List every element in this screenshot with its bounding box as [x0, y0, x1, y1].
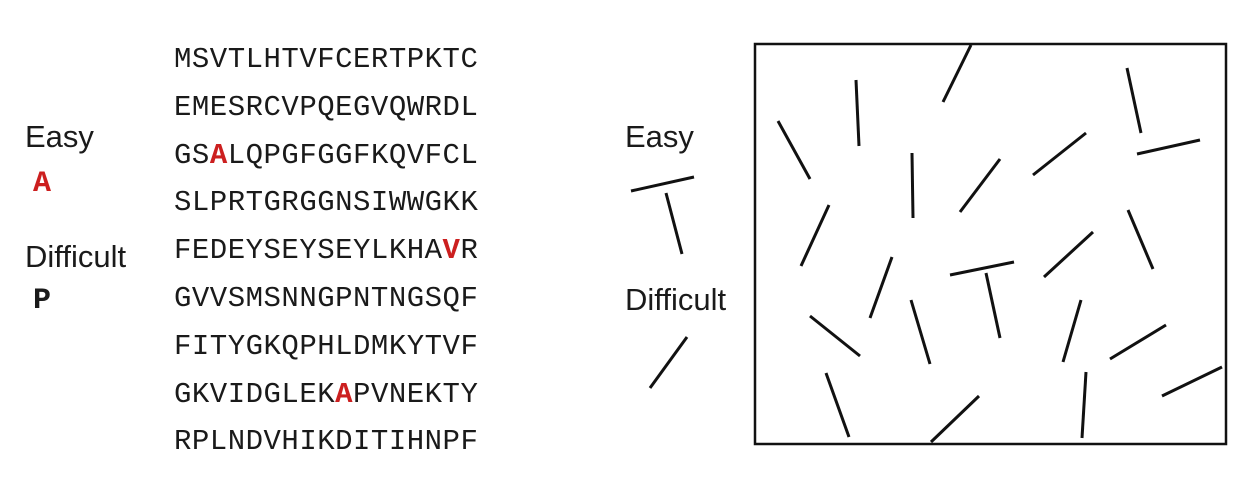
- sequence-row: MSVTLHTVFCERTPKTC: [174, 43, 479, 76]
- left-difficult-target: P: [33, 284, 52, 318]
- sequence-row: FITYGKQPHLDMKYTVF: [174, 329, 479, 363]
- distractor-line: [776, 120, 812, 180]
- target-t-bar: [949, 260, 1015, 277]
- sequence-row: GSALQPGFGGFKQVFCL: [174, 138, 479, 172]
- sequence-row: SLPRTGRGGNSIWWGKK: [174, 186, 479, 220]
- letter-sequence-grid: MSVTLHTVFCERTPKTC EMESRCVPQEGVQWRDL GSALQP…: [174, 36, 478, 466]
- right-easy-label: Easy: [625, 119, 694, 154]
- distractor-line: [799, 204, 831, 267]
- left-easy-label: Easy: [25, 119, 94, 154]
- distractor-line: [1032, 131, 1087, 177]
- distractor-line: [1136, 138, 1201, 156]
- sequence-row: RPLNDVHIKDITIHNPF: [174, 425, 479, 459]
- distractor-line: [809, 314, 861, 358]
- distractor-line: [941, 44, 973, 103]
- distractor-line: [824, 372, 851, 438]
- right-difficult-label: Difficult: [625, 282, 727, 317]
- distractor-line: [1042, 230, 1095, 279]
- search-display-frame: [753, 42, 1228, 446]
- highlighted-target-letter: V: [442, 234, 461, 268]
- distractor-line: [854, 79, 861, 147]
- difficult-example-line: [648, 336, 689, 389]
- sequence-row: FEDEYSEYSEYLKHAVR: [174, 234, 479, 268]
- distractor-line: [1126, 209, 1155, 270]
- easy-example-t-stem: [664, 192, 684, 255]
- distractor-line: [868, 256, 894, 319]
- distractor-line: [1061, 299, 1083, 363]
- distractor-line: [1109, 323, 1167, 361]
- distractor-line: [1161, 365, 1223, 398]
- left-difficult-label: Difficult: [25, 239, 127, 274]
- sequence-row: EMESRCVPQEGVQWRDL: [174, 90, 479, 124]
- distractor-line: [929, 394, 981, 444]
- distractor-line: [1080, 371, 1088, 439]
- distractor-line: [958, 158, 1002, 213]
- highlighted-target-letter: A: [209, 138, 228, 172]
- distractor-line: [1125, 67, 1143, 134]
- left-easy-target: A: [33, 167, 52, 201]
- easy-example-t-bar: [630, 175, 695, 193]
- sequence-row: GVVSMSNNGPNTNGSQF: [174, 281, 479, 315]
- highlighted-target-letter: A: [335, 377, 354, 411]
- distractor-line: [909, 299, 932, 365]
- sequence-row: GKVIDGLEKAPVNEKTY: [174, 377, 479, 411]
- distractor-line: [910, 152, 915, 219]
- target-t-stem: [984, 272, 1002, 339]
